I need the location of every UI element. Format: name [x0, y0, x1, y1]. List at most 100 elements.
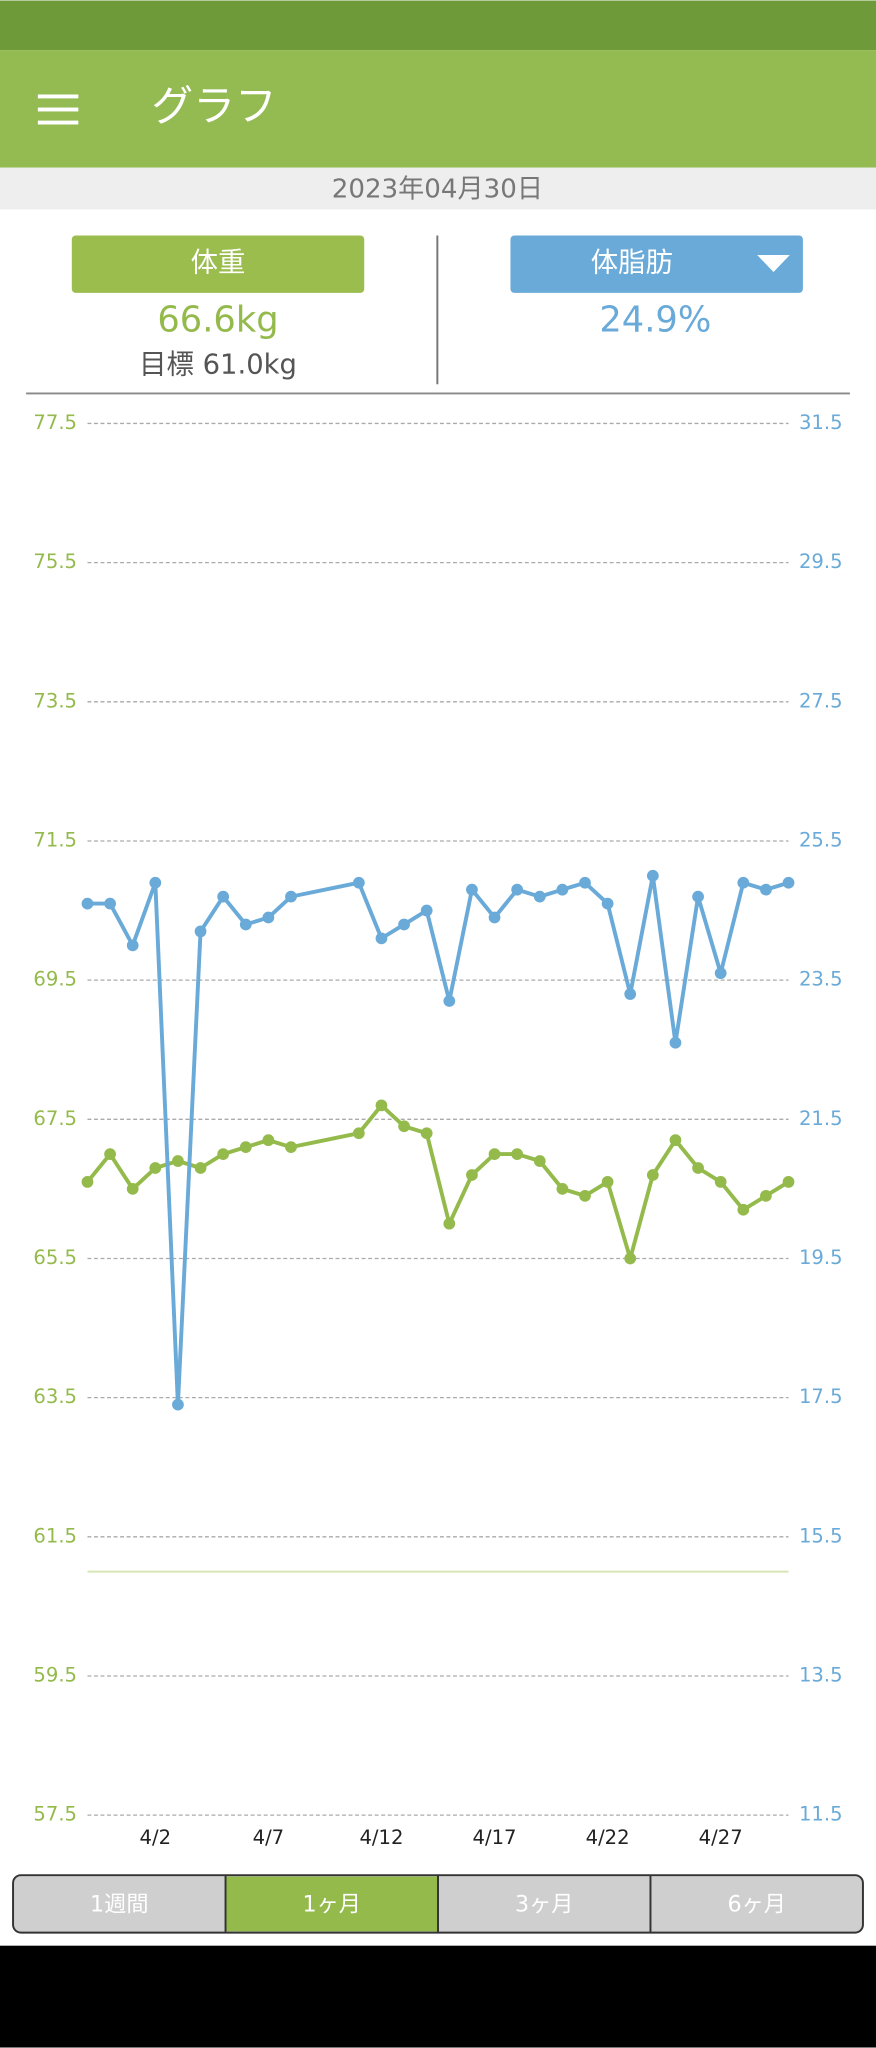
data-point [398, 918, 410, 931]
data-point [262, 1134, 275, 1147]
data-point [511, 1148, 524, 1160]
data-point [511, 883, 524, 896]
y-tick-label: 61.5 [33, 1524, 77, 1547]
y2-tick-label: 19.5 [799, 1246, 843, 1269]
data-point [579, 876, 591, 889]
y-tick-label: 75.5 [33, 550, 77, 573]
data-point [466, 1169, 478, 1181]
data-point [126, 1183, 139, 1195]
menu-line [37, 107, 79, 112]
y-tick-label: 65.5 [33, 1246, 77, 1269]
data-point [172, 1155, 184, 1167]
y2-tick-label: 15.5 [799, 1524, 843, 1547]
data-point [420, 1127, 433, 1140]
tab-bar: 1週間 1ヶ月 3ヶ月 6ヶ月 [12, 1874, 864, 1934]
data-point [782, 1176, 795, 1188]
data-point [285, 890, 297, 903]
x-tick-label: 4/7 [253, 1826, 285, 1849]
y-tick-label: 63.5 [33, 1385, 77, 1408]
data-point [443, 1217, 456, 1230]
x-tick-label: 4/27 [699, 1826, 743, 1849]
menu-button[interactable] [37, 94, 79, 125]
data-point [466, 883, 478, 896]
data-point [669, 1036, 682, 1049]
x-tick-label: 4/2 [140, 1826, 172, 1849]
y2-tick-label: 17.5 [799, 1385, 843, 1408]
data-point [375, 1099, 388, 1112]
y2-tick-label: 13.5 [799, 1663, 843, 1686]
tab-label[interactable]: 1ヶ月 [303, 1892, 362, 1918]
y-tick-label: 77.5 [33, 411, 77, 434]
data-point [194, 925, 207, 938]
data-point [149, 876, 162, 889]
data-point [488, 911, 501, 924]
tab-label[interactable]: 3ヶ月 [515, 1892, 574, 1918]
data-point [669, 1134, 682, 1147]
tab-selected-bg [225, 1876, 438, 1932]
data-point [760, 883, 772, 896]
data-point [692, 1162, 704, 1174]
data-point [556, 1183, 569, 1195]
y-tick-label: 59.5 [33, 1663, 77, 1686]
x-tick-label: 4/22 [586, 1826, 630, 1849]
y-tick-label: 71.5 [33, 828, 77, 851]
data-point [217, 890, 230, 903]
data-point [262, 911, 275, 924]
data-point [737, 1203, 750, 1216]
data-point [533, 1155, 546, 1167]
menu-line [37, 94, 79, 99]
data-point [239, 918, 252, 931]
app-bar [0, 50, 876, 168]
data-point [352, 1127, 365, 1140]
data-point [624, 988, 637, 1000]
data-point [760, 1189, 772, 1202]
data-point [692, 890, 704, 903]
data-point [104, 1148, 116, 1160]
y2-tick-label: 21.5 [799, 1107, 843, 1130]
y2-tick-label: 29.5 [799, 550, 843, 573]
tab-label[interactable]: 1週間 [90, 1892, 149, 1918]
data-point [149, 1162, 162, 1174]
weight-label: 体重 [191, 248, 246, 279]
y-tick-label: 67.5 [33, 1107, 77, 1130]
data-point [737, 876, 750, 889]
data-point [126, 939, 139, 952]
y2-tick-label: 27.5 [799, 689, 843, 712]
data-point [217, 1148, 230, 1160]
data-point [81, 897, 94, 910]
menu-line [37, 120, 79, 125]
weight-button[interactable] [71, 235, 365, 293]
data-point [646, 869, 659, 882]
y2-tick-label: 11.5 [799, 1803, 843, 1826]
date: 2023年04月30日 [332, 174, 543, 204]
date-strip [0, 167, 876, 210]
data-point [239, 1141, 252, 1154]
nav-bar [0, 1945, 876, 2048]
data-point [579, 1189, 591, 1202]
data-point [714, 1176, 727, 1188]
data-point [782, 876, 795, 889]
fat-value: 24.9% [599, 300, 711, 341]
fat-label: 体脂肪 [591, 248, 673, 279]
data-point [601, 1176, 614, 1188]
x-tick-label: 4/12 [359, 1826, 403, 1849]
y-tick-label: 69.5 [33, 968, 77, 991]
dropdown-arrow [757, 255, 790, 273]
series-line [87, 873, 790, 1407]
data-point [375, 932, 388, 945]
status-bar [0, 0, 876, 51]
x-tick-label: 4/17 [473, 1826, 517, 1849]
y2-tick-label: 31.5 [799, 411, 843, 434]
y-tick-label: 73.5 [33, 689, 77, 712]
data-point [81, 1176, 94, 1188]
tab-label[interactable]: 6ヶ月 [727, 1892, 786, 1918]
data-point [420, 904, 433, 917]
app-title: グラフ [151, 81, 276, 130]
fat-button[interactable] [510, 235, 803, 293]
y2-tick-label: 25.5 [799, 828, 843, 851]
data-point [194, 1162, 207, 1174]
weight-value: 66.6kg [157, 300, 278, 341]
data-point [601, 897, 614, 910]
data-point [172, 1398, 184, 1411]
